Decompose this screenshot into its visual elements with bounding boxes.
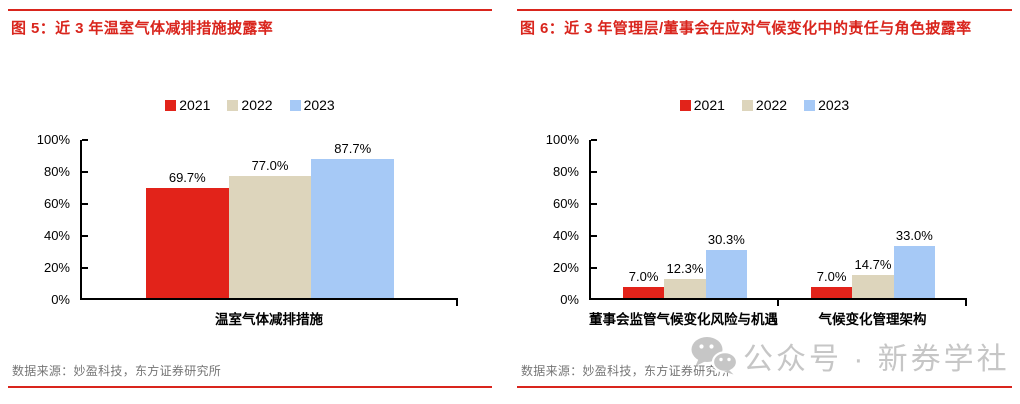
figure-5-panel: 图 5：近 3 年温室气体减排措施披露率 2021 2022 2023 0% 20% 4… xyxy=(8,9,492,388)
y-axis-tick-label: 20% xyxy=(552,260,579,275)
x-axis-tick xyxy=(965,299,967,306)
legend-swatch-2022 xyxy=(741,99,753,111)
y-axis-labels: 0% 20% 40% 60% 80% 100% xyxy=(10,132,80,307)
bar-2022: 77.0% xyxy=(228,140,312,298)
bar-group: 69.7% 77.0% 87.7% xyxy=(82,140,458,298)
legend-item-2021: 2021 xyxy=(165,97,210,113)
y-axis-tick xyxy=(591,267,597,269)
bar-2021: 7.0% xyxy=(810,140,853,298)
bar-value-label: 33.0% xyxy=(895,227,933,243)
x-axis-category-label: 董事会监管气候变化风险与机遇 xyxy=(589,312,778,327)
bar-value-label: 7.0% xyxy=(628,268,659,284)
watermark: 公众号 · 新券学社 xyxy=(690,335,1010,377)
y-axis-tick xyxy=(591,139,597,141)
x-axis-tick xyxy=(777,299,779,306)
y-axis-tick xyxy=(591,235,597,237)
y-axis-labels: 0% 20% 40% 60% 80% 100% xyxy=(519,132,589,307)
legend-item-2022: 2022 xyxy=(741,97,788,113)
legend: 2021 2022 2023 xyxy=(8,97,492,113)
legend-swatch-2022 xyxy=(227,99,239,111)
bar-2021: 69.7% xyxy=(145,140,229,298)
y-axis-tick-label: 0% xyxy=(560,292,579,307)
legend-label: 2023 xyxy=(303,97,335,113)
bar-fill-2022 xyxy=(664,278,706,298)
bar-fill-2023 xyxy=(311,159,395,298)
bar-group: 7.0% 14.7% 33.0% xyxy=(779,140,967,298)
y-axis-tick-label: 0% xyxy=(51,292,70,307)
y-axis-tick-label: 100% xyxy=(545,132,579,147)
bar-fill-2021 xyxy=(145,187,229,298)
y-axis-tick xyxy=(82,235,88,237)
figure-6-title: 图 6：近 3 年管理层/董事会在应对气候变化中的责任与角色披露率 xyxy=(520,20,972,37)
legend-label: 2022 xyxy=(241,97,273,113)
y-axis-tick-label: 60% xyxy=(552,196,579,211)
x-axis-category-label: 气候变化管理架构 xyxy=(818,312,927,327)
y-axis-tick-label: 60% xyxy=(43,196,70,211)
y-axis-tick xyxy=(591,203,597,205)
legend-swatch-2021 xyxy=(679,99,691,111)
legend-item-2021: 2021 xyxy=(679,97,725,113)
legend-label: 2021 xyxy=(693,97,725,113)
legend-label: 2022 xyxy=(755,97,788,113)
y-axis-tick-label: 80% xyxy=(43,164,70,179)
bar-value-label: 87.7% xyxy=(334,141,372,157)
legend-item-2023: 2023 xyxy=(289,97,335,113)
bar-fill-2022 xyxy=(228,176,312,298)
y-axis-tick-label: 80% xyxy=(552,164,579,179)
bar-value-label: 14.7% xyxy=(854,256,892,272)
bar-chart-figure-5: 0% 20% 40% 60% 80% 100% 69.7% 77.0% 87.7% xyxy=(10,132,458,307)
legend-item-2023: 2023 xyxy=(804,97,849,113)
bar-2021: 7.0% xyxy=(622,140,665,298)
wechat-icon xyxy=(691,337,738,375)
bar-value-label: 77.0% xyxy=(251,158,289,174)
y-axis-tick xyxy=(82,171,88,173)
legend-label: 2023 xyxy=(818,97,850,113)
x-axis-tick xyxy=(456,299,458,306)
x-axis-category-labels: 温室气体减排措施 xyxy=(80,308,458,328)
legend-item-2022: 2022 xyxy=(227,97,273,113)
legend-swatch-2023 xyxy=(289,99,301,111)
bar-fill-2023 xyxy=(705,250,748,298)
bar-2023: 30.3% xyxy=(705,140,748,298)
x-axis-category-label: 温室气体减排措施 xyxy=(215,312,323,327)
bar-2023: 87.7% xyxy=(311,140,395,298)
plot-area: 7.0% 12.3% 30.3% 7.0% 14.7% 33.0% xyxy=(589,139,967,306)
figure-6-panel: 图 6：近 3 年管理层/董事会在应对气候变化中的责任与角色披露率 2021 20… xyxy=(517,9,1012,388)
plot-area: 69.7% 77.0% 87.7% xyxy=(80,139,458,306)
bar-value-label: 7.0% xyxy=(816,268,847,284)
figure-5-title: 图 5：近 3 年温室气体减排措施披露率 xyxy=(11,20,274,37)
bar-fill-2021 xyxy=(622,286,665,298)
bar-fill-2023 xyxy=(893,245,936,298)
bar-chart-figure-6: 0% 20% 40% 60% 80% 100% 7.0% 12.3% 30.3% 7.0% 14.… xyxy=(519,132,967,307)
source-note: 数据来源：妙盈科技，东方证券研究所 xyxy=(12,364,222,378)
bar-group: 7.0% 12.3% 30.3% xyxy=(591,140,779,298)
y-axis-tick-label: 40% xyxy=(43,228,70,243)
legend-label: 2021 xyxy=(179,97,211,113)
y-axis-tick xyxy=(82,267,88,269)
y-axis-tick xyxy=(591,171,597,173)
y-axis-tick-label: 20% xyxy=(43,260,70,275)
y-axis-tick-label: 100% xyxy=(36,132,70,147)
bar-value-label: 69.7% xyxy=(168,169,206,185)
legend-swatch-2021 xyxy=(165,99,177,111)
watermark-text: 公众号 · 新券学社 xyxy=(743,343,1010,376)
y-axis-tick-label: 40% xyxy=(552,228,579,243)
x-axis-category-labels: 董事会监管气候变化风险与机遇 气候变化管理架构 xyxy=(589,308,967,328)
bar-2022: 14.7% xyxy=(852,140,894,298)
bar-value-label: 12.3% xyxy=(666,260,704,276)
bar-fill-2022 xyxy=(852,274,894,298)
bar-2023: 33.0% xyxy=(893,140,936,298)
bar-value-label: 30.3% xyxy=(707,232,745,248)
legend: 2021 2022 2023 xyxy=(517,97,1012,113)
bar-2022: 12.3% xyxy=(664,140,706,298)
y-axis-tick xyxy=(82,139,88,141)
y-axis-tick xyxy=(82,203,88,205)
legend-swatch-2023 xyxy=(804,99,816,111)
source-note: 数据来源：妙盈科技，东方证券研究所 xyxy=(521,364,731,378)
bar-fill-2021 xyxy=(810,286,853,298)
